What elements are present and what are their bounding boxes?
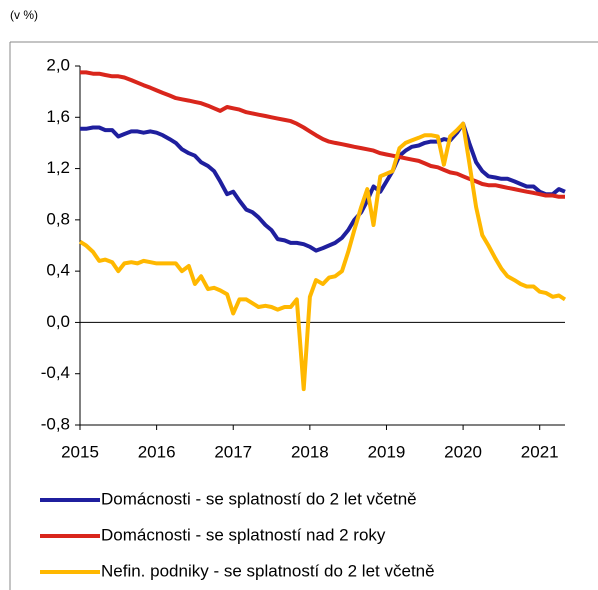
x-tick-label: 2021	[521, 442, 559, 461]
legend-label: Nefin. podniky - se splatností do 2 let …	[101, 561, 435, 580]
series-line	[80, 70, 565, 199]
x-tick-label: 2020	[444, 442, 482, 461]
x-tick-label: 2017	[214, 442, 252, 461]
y-tick-label: -0,4	[41, 363, 70, 382]
legend-label: Domácnosti - se splatností nad 2 roky	[101, 525, 386, 544]
x-tick-label: 2018	[291, 442, 329, 461]
y-tick-label: 0,0	[46, 312, 70, 331]
y-axis-unit: (v %)	[10, 8, 38, 22]
y-tick-label: 2,0	[46, 55, 70, 74]
y-tick-label: 1,2	[46, 158, 70, 177]
x-tick-label: 2015	[61, 442, 99, 461]
x-tick-label: 2019	[368, 442, 406, 461]
series-line	[80, 121, 566, 253]
legend-label: Domácnosti - se splatností do 2 let včet…	[101, 489, 417, 508]
y-tick-label: 0,4	[46, 261, 70, 280]
x-tick-label: 2016	[138, 442, 176, 461]
series-line	[78, 121, 567, 392]
y-tick-label: 1,6	[46, 107, 70, 126]
y-tick-label: 0,8	[46, 209, 70, 228]
y-tick-label: -0,8	[41, 414, 70, 433]
